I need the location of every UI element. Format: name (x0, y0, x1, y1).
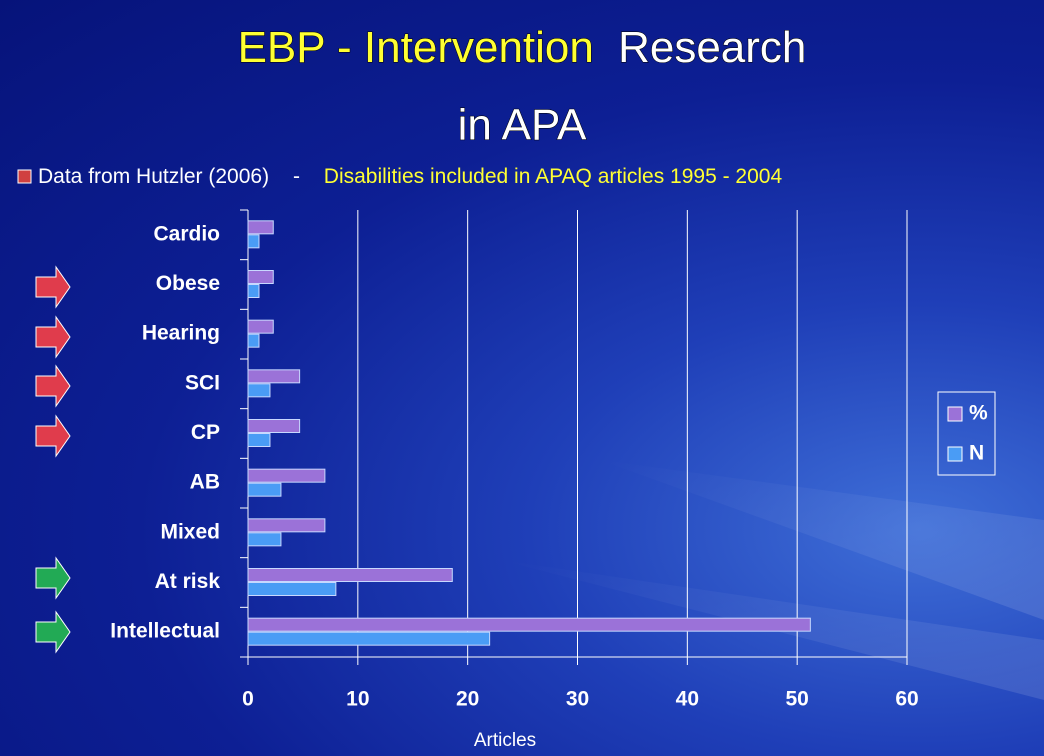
legend-box (937, 391, 996, 476)
red-arrow (35, 364, 71, 408)
y-tick-label: At risk (155, 570, 221, 593)
bar (247, 284, 260, 298)
title-rest: Research (618, 23, 806, 72)
y-tick-label: CP (191, 421, 220, 444)
y-tick-label: SCI (185, 371, 220, 394)
bar (247, 518, 326, 533)
red-arrow (35, 414, 71, 458)
legend-swatch (947, 446, 963, 462)
bar (247, 568, 453, 582)
bar (247, 270, 274, 284)
bar (247, 468, 326, 483)
bar (247, 582, 337, 596)
bar (247, 617, 811, 632)
y-tick-label: Obese (156, 272, 220, 295)
x-tick-label: 20 (456, 688, 479, 711)
y-tick-label: Intellectual (110, 620, 220, 643)
red-arrow (35, 315, 71, 359)
x-tick-label: 30 (566, 688, 589, 711)
bar (247, 419, 301, 433)
x-tick-label: 60 (895, 688, 918, 711)
x-tick-label: 40 (676, 688, 699, 711)
y-tick-label: Cardio (153, 222, 220, 245)
x-tick-label: 10 (346, 688, 369, 711)
bar (247, 220, 274, 235)
subtitle-separator: - (293, 165, 300, 188)
legend-label: N (969, 442, 984, 465)
bar (247, 234, 260, 249)
x-axis-label: Articles (474, 730, 536, 751)
x-tick-label: 50 (785, 688, 808, 711)
y-tick-label: Mixed (160, 520, 220, 543)
background-ray (600, 460, 1044, 620)
bullet (17, 169, 32, 184)
green-arrow (35, 556, 71, 600)
bar (247, 631, 491, 646)
red-arrow (35, 265, 71, 309)
x-tick-label: 0 (242, 688, 254, 711)
bar (247, 383, 271, 398)
chart-title-line-2: in APA (458, 101, 587, 150)
bar (247, 369, 301, 384)
bar (247, 433, 271, 447)
subtitle-source: Data from Hutzler (2006) - Disabilities … (38, 165, 782, 188)
bar (247, 319, 274, 334)
y-tick-label: AB (190, 471, 220, 494)
legend-label: % (969, 402, 988, 425)
bar (247, 532, 282, 547)
legend-swatch (947, 406, 963, 422)
y-tick-label: Hearing (142, 322, 220, 345)
arrows (35, 265, 71, 654)
chart-title: EBP - Intervention Research (238, 23, 807, 72)
title-highlight: EBP - Intervention (238, 23, 594, 72)
green-arrow (35, 610, 71, 654)
bar (247, 333, 260, 348)
subtitle: Disabilities included in APAQ articles 1… (324, 165, 783, 188)
bar (247, 482, 282, 497)
subtitle-source-text: Data from Hutzler (2006) (38, 165, 269, 188)
